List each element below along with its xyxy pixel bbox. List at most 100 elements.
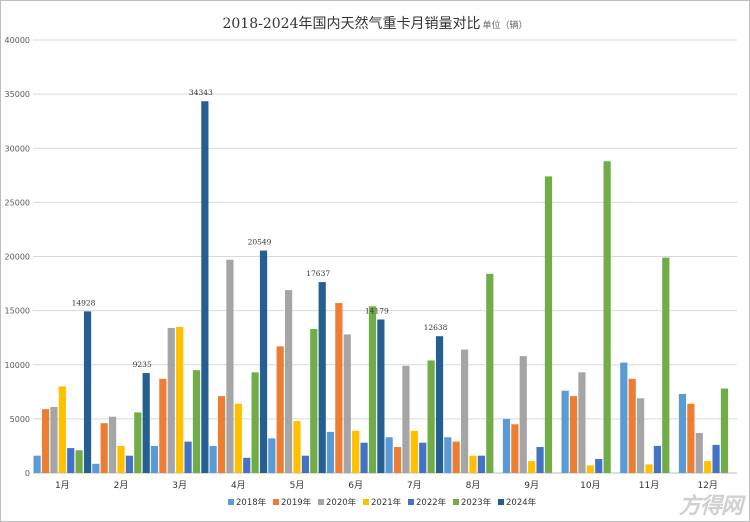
watermark-logo: 方得网 [678,494,743,519]
y-tick-label: 35000 [5,90,30,99]
bar [569,396,578,473]
data-label: 17637 [306,269,330,278]
legend-swatch [363,499,369,505]
bar [150,445,159,473]
bar [117,445,125,473]
bar [435,336,444,473]
x-tick-label: 5月 [290,480,305,491]
x-tick-label: 6月 [348,480,363,491]
bar [192,370,201,473]
x-tick-label: 10月 [580,480,600,491]
bar [637,398,645,473]
bar [511,424,519,473]
bar [528,461,536,473]
x-tick-label: 1月 [55,480,70,491]
bar [427,360,435,473]
legend-label: 2021年 [371,497,402,508]
bar [251,372,259,473]
y-tick-label: 10000 [5,361,30,370]
data-label: 14179 [365,307,389,316]
bar [502,418,511,473]
bar [276,346,284,473]
bar [259,250,268,473]
bar [368,306,377,473]
legend-label: 2020年 [326,497,357,508]
legend-label: 2022年 [416,497,447,508]
bar [419,442,427,473]
legend-label: 2024年 [506,497,537,508]
x-tick-label: 2月 [114,480,129,491]
legend-label: 2018年 [236,497,267,508]
bar [536,447,544,473]
legend-label: 2023年 [461,497,492,508]
bar [687,403,695,473]
bar [385,437,393,473]
bar [176,326,184,473]
bar [452,441,460,473]
legend-swatch [318,499,324,505]
bar [704,461,712,473]
bar [628,378,636,473]
data-label: 34343 [189,88,213,97]
bar [393,447,402,473]
bar [301,455,309,473]
bar [209,445,217,473]
bar [561,390,569,473]
legend-label: 2019年 [281,497,312,508]
bar [142,373,150,473]
legend-swatch [228,499,234,505]
bar [33,455,41,473]
x-tick-label: 12月 [697,480,717,491]
bar [603,161,611,474]
chart-title: 2018-2024年国内天然气重卡月销量对比 单位（辆） [0,13,750,33]
x-tick-label: 8月 [466,480,481,491]
bar [486,273,494,473]
bar [662,257,670,473]
data-label: 14928 [72,298,96,307]
bar [310,329,318,473]
x-tick-label: 11月 [639,480,659,491]
y-tick-label: 20000 [5,253,30,262]
bar [293,421,301,473]
bar [620,362,628,473]
bar [83,311,92,473]
bar [167,327,175,473]
bar [268,438,276,473]
bar [318,282,326,473]
bar [653,445,661,473]
bar [343,334,351,473]
bar [410,430,418,473]
bar [243,457,251,473]
y-tick-label: 0 [25,469,30,478]
bar [159,378,167,473]
bar [134,412,142,473]
x-tick-label: 4月 [231,480,246,491]
bar [519,356,527,473]
bar [720,388,729,473]
bar [595,458,603,473]
bar [469,455,477,473]
bar [402,365,410,473]
bar [125,455,133,473]
bar [67,448,75,473]
bar [461,349,469,473]
bar [360,442,368,473]
bar [285,290,293,473]
bar [444,437,452,473]
bar [477,455,485,473]
bar [100,423,108,473]
legend-swatch [498,499,504,505]
bar [678,393,687,473]
chart-title-text: 2018-2024年国内天然气重卡月销量对比 [222,16,481,32]
bar [109,416,117,473]
data-label: 12638 [424,323,448,332]
legend-swatch [408,499,414,505]
bar [586,465,594,473]
bar [234,403,242,473]
bar [645,464,653,473]
bar [92,463,100,473]
x-tick-label: 9月 [524,480,539,491]
bar [41,409,50,473]
x-tick-label: 3月 [172,480,187,491]
